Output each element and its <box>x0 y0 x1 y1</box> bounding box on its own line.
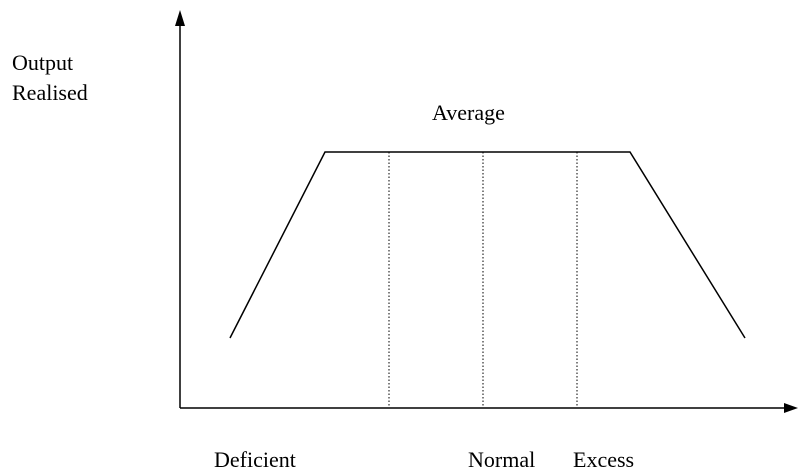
y-axis-arrow <box>175 10 185 26</box>
x-label: Normal <box>468 447 535 472</box>
y-axis-label: Output <box>12 50 73 75</box>
x-axis-arrow <box>784 403 798 413</box>
output-curve <box>229 151 746 339</box>
x-label: Deficient <box>214 447 296 472</box>
y-axis-label: Realised <box>12 80 88 105</box>
curve-label: Average <box>432 100 505 125</box>
x-label: Excess <box>573 447 634 472</box>
